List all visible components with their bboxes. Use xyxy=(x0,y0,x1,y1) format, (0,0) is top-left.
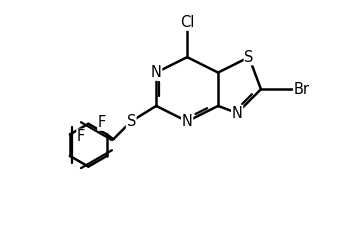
Text: N: N xyxy=(151,65,162,80)
Text: Br: Br xyxy=(294,82,310,97)
Text: F: F xyxy=(77,129,85,144)
Text: F: F xyxy=(98,115,106,130)
Text: S: S xyxy=(244,50,254,65)
Text: S: S xyxy=(126,114,136,129)
Text: N: N xyxy=(232,105,243,121)
Text: Cl: Cl xyxy=(180,15,194,30)
Text: N: N xyxy=(182,114,193,129)
